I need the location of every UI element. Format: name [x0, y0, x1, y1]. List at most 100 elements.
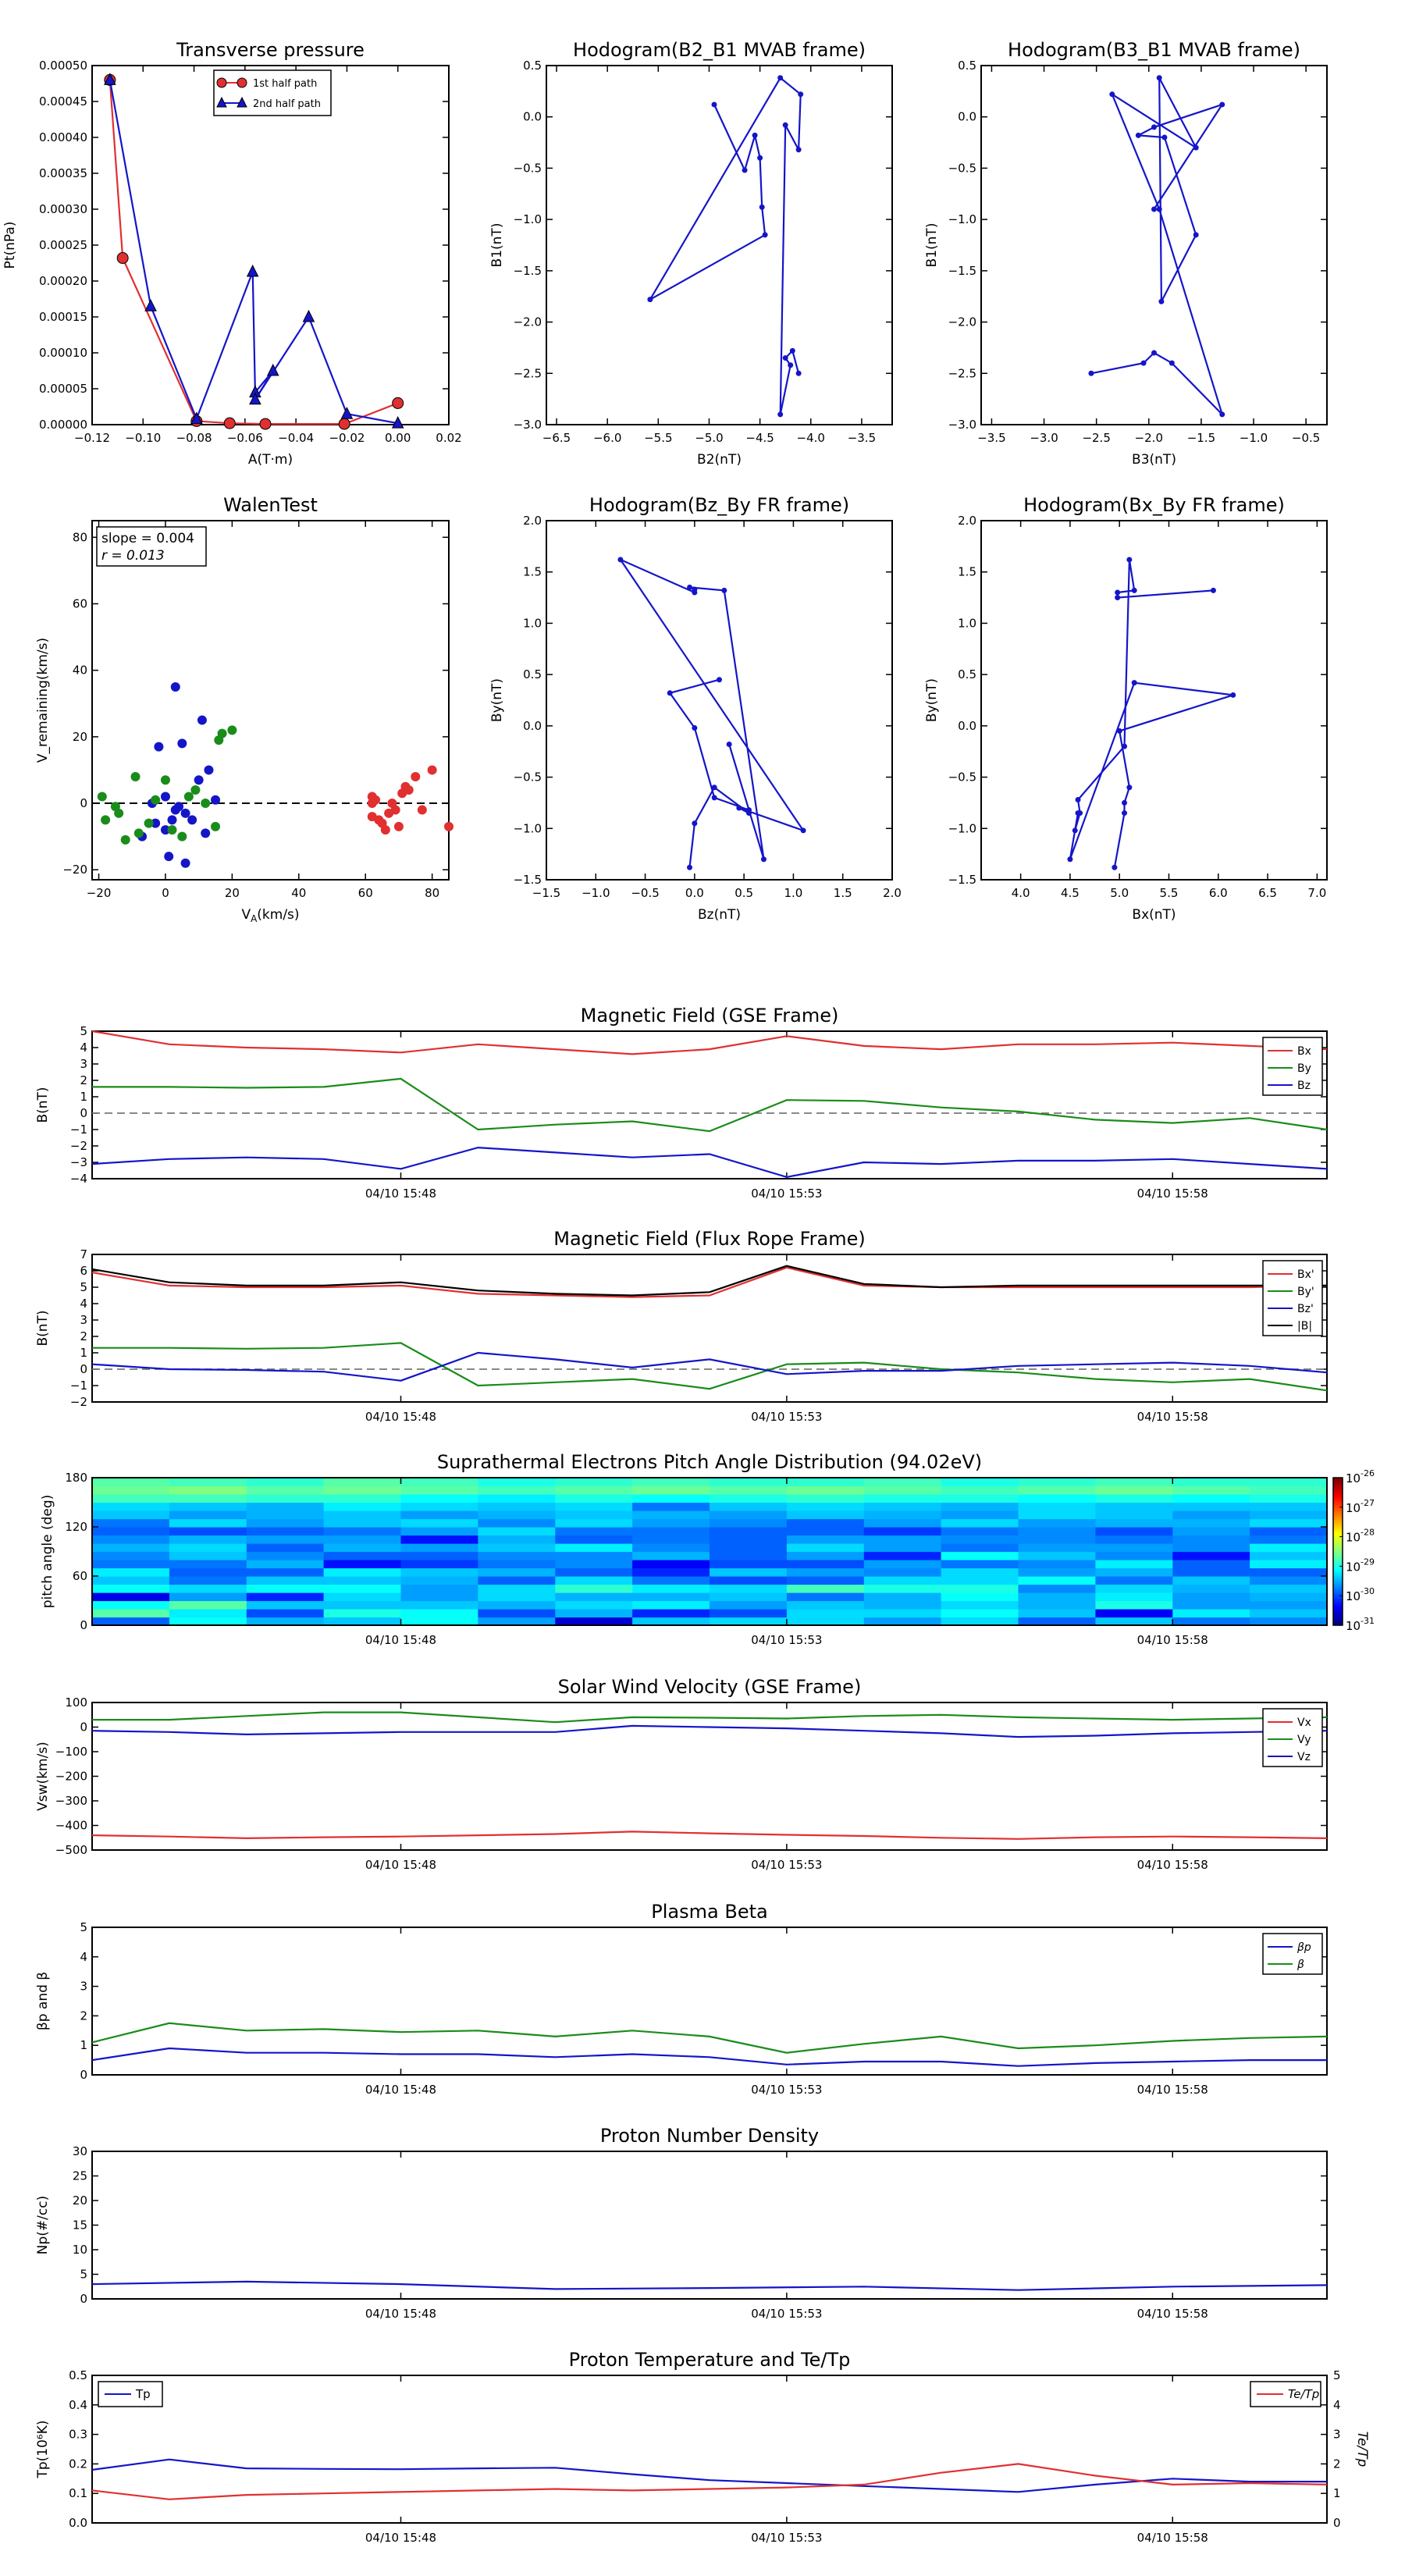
colorbar-segment	[1333, 1532, 1343, 1535]
y-tick-label: 1	[80, 1090, 87, 1104]
heatmap-cell	[632, 1543, 710, 1553]
legend-label: Vy	[1297, 1734, 1311, 1746]
colorbar-tick-exponent: -27	[1361, 1498, 1375, 1508]
heatmap-cell	[1250, 1600, 1328, 1610]
data-point	[1131, 680, 1137, 686]
x-tick-label: 04/10 15:53	[751, 1858, 822, 1872]
heatmap-cell	[555, 1617, 633, 1626]
data-point	[1193, 144, 1199, 151]
colorbar-segment	[1333, 1583, 1343, 1587]
y-tick-label: 30	[73, 2144, 87, 2158]
y-tick-label: 0.5	[958, 667, 976, 681]
data-point	[120, 834, 130, 845]
chart-hodogram-1: Hodogram(B2_B1 MVAB frame) −3.0 −2.5 −2.0 −1…	[489, 39, 893, 468]
y-axis-label: B1(nT)	[489, 223, 505, 268]
heatmap-cell	[92, 1510, 170, 1520]
series-line-Vx	[91, 1831, 1328, 1840]
heatmap-cell	[323, 1510, 402, 1520]
x-tick-label: 0	[162, 886, 169, 900]
heatmap-cell	[478, 1584, 556, 1593]
x-tick-label: −1.5	[532, 886, 560, 900]
x-tick-label: 1.5	[834, 886, 852, 900]
y-tick-label: −1	[70, 1123, 87, 1137]
data-point	[1115, 595, 1121, 601]
x-tick-label: −3.5	[848, 431, 876, 445]
y-tick-label: 0	[80, 1362, 87, 1376]
colorbar-segment	[1333, 1489, 1343, 1493]
x-tick-label: 6.0	[1209, 886, 1228, 900]
heatmap-cell	[632, 1478, 710, 1487]
heatmap-cell	[555, 1535, 633, 1544]
x-tick-label: 04/10 15:53	[751, 1633, 822, 1647]
y-tick-label: −1.5	[514, 264, 542, 278]
annotation-box	[96, 526, 207, 567]
colorbar-segment	[1333, 1590, 1343, 1594]
heatmap-cell	[632, 1494, 710, 1503]
series-line	[617, 557, 806, 868]
heatmap-cell	[400, 1494, 478, 1503]
heatmap-cell	[941, 1567, 1019, 1577]
y-tick-label: 0.0	[958, 719, 976, 733]
heatmap-cell	[478, 1551, 556, 1560]
heatmap-cell	[246, 1527, 325, 1536]
heatmap-cell	[246, 1584, 325, 1593]
heatmap-cell	[1018, 1494, 1096, 1503]
colorbar-tick-base: 10	[1346, 1560, 1361, 1574]
heatmap-cell	[941, 1478, 1019, 1487]
data-point	[114, 808, 124, 818]
y-tick-label: 4	[80, 1041, 87, 1055]
y-tick-label: 25	[73, 2169, 87, 2183]
data-point	[411, 771, 421, 781]
heatmap-cell	[1018, 1510, 1096, 1520]
heatmap-cell	[169, 1527, 247, 1536]
colorbar-segment	[1333, 1566, 1343, 1570]
data-point	[170, 681, 180, 692]
heatmap-cell	[555, 1527, 633, 1536]
colorbar-tick-exponent: -31	[1361, 1616, 1375, 1626]
data-point	[711, 785, 717, 791]
colorbar-segment	[1333, 1559, 1343, 1562]
heatmap-cell	[246, 1600, 325, 1610]
heatmap-cell	[169, 1584, 247, 1593]
chart-timeseries-9: Solar Wind Velocity (GSE Frame) −500 −400 −…	[35, 1676, 1328, 1872]
heatmap-cell	[632, 1510, 710, 1520]
legend-marker	[237, 77, 247, 88]
legend-label: βp	[1297, 1941, 1311, 1954]
chart-title: Proton Number Density	[600, 2125, 819, 2147]
heatmap-cell	[92, 1576, 170, 1585]
heatmap-cell	[786, 1600, 865, 1610]
data-point	[692, 724, 698, 731]
data-point	[390, 805, 400, 815]
y-tick-label: −0.5	[514, 770, 542, 785]
y-right-tick-label: 2	[1333, 2457, 1341, 2471]
heatmap-cell	[555, 1551, 633, 1560]
colorbar-segment	[1333, 1527, 1343, 1530]
heatmap-cell	[478, 1518, 556, 1528]
data-point	[692, 586, 698, 592]
plot-frame	[91, 1254, 1328, 1403]
heatmap-cell	[863, 1600, 942, 1610]
colorbar-tick-exponent: -28	[1361, 1528, 1375, 1538]
colorbar-segment	[1333, 1478, 1343, 1481]
data-point	[1109, 91, 1115, 98]
colorbar-tick-base: 10	[1346, 1589, 1361, 1603]
heatmap-cell	[710, 1600, 788, 1610]
data-point	[227, 725, 237, 735]
data-point	[1072, 827, 1078, 834]
data-point	[1158, 298, 1165, 304]
colorbar-segment	[1333, 1546, 1343, 1550]
x-tick-label: −3.0	[1030, 431, 1058, 445]
x-axis-label: Bx(nT)	[1132, 907, 1176, 923]
y-tick-label: 1.5	[523, 565, 542, 579]
heatmap-cell	[941, 1494, 1019, 1503]
y-tick-label: 180	[65, 1471, 87, 1485]
x-tick-label: 04/10 15:58	[1137, 1858, 1208, 1872]
x-axis-label-subscript: A	[251, 913, 258, 924]
x-tick-label: 04/10 15:48	[365, 1858, 436, 1872]
data-point	[1230, 692, 1236, 698]
y-tick-label: −3.0	[514, 418, 542, 432]
y-tick-label: −3	[70, 1155, 87, 1169]
heatmap-cell	[92, 1560, 170, 1569]
heatmap-cell	[1018, 1551, 1096, 1560]
heatmap-cell	[555, 1576, 633, 1585]
